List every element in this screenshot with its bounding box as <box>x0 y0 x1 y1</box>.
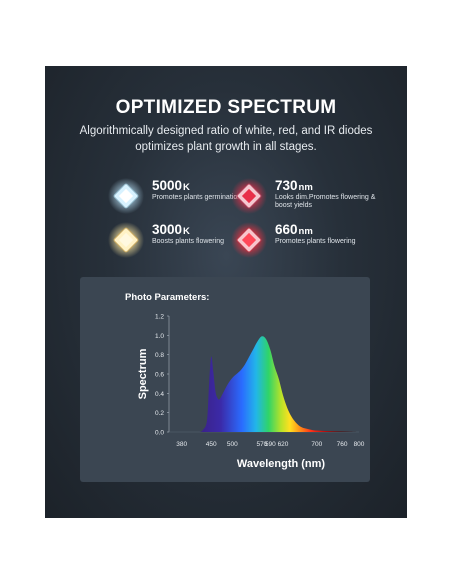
y-tick-label: 0.8 <box>155 352 164 359</box>
feature-desc: Promotes plants germination <box>152 194 242 201</box>
feature-unit: K <box>183 226 190 237</box>
feature-3000k: 3000K Boosts plants flowering <box>108 222 258 262</box>
feature-730nm: 730nm Looks dim.Promotes flowering & boo… <box>231 178 381 218</box>
led-chip-warm-white-icon <box>108 222 144 258</box>
x-tick-label: 700 <box>311 441 322 448</box>
feature-5000k: 5000K Promotes plants germination <box>108 178 258 218</box>
subtitle-line-2: optimizes plant growth in all stages. <box>135 141 317 153</box>
feature-desc: Boosts plants flowering <box>152 238 224 245</box>
chart-card: Photo Parameters: <box>80 277 370 482</box>
subtitle-line-1: Algorithmically designed ratio of white,… <box>79 125 373 137</box>
y-tick-label: 0.2 <box>155 410 164 417</box>
x-axis-label: Wavelength (nm) <box>237 458 326 470</box>
x-tick-label: 590 <box>265 441 276 448</box>
feature-unit: K <box>183 182 190 193</box>
feature-660nm: 660nm Promotes plants flowering <box>231 222 381 262</box>
x-tick-label: 450 <box>206 441 217 448</box>
feature-value: 5000 <box>152 178 183 193</box>
x-tick-label: 800 <box>354 441 365 448</box>
y-tick-label: 1.2 <box>155 314 164 321</box>
feature-unit: nm <box>298 182 313 193</box>
led-chip-red-icon <box>231 222 267 258</box>
y-tick-label: 1.0 <box>155 333 164 340</box>
feature-unit: nm <box>298 226 313 237</box>
chart-title: Photo Parameters: <box>125 292 210 303</box>
feature-value: 660 <box>275 222 298 237</box>
x-tick-label: 760 <box>337 441 348 448</box>
led-chip-infrared-icon <box>231 178 267 214</box>
y-tick-label: 0.0 <box>155 430 164 437</box>
x-tick-label: 620 <box>278 441 289 448</box>
y-axis-label: Spectrum <box>137 348 149 399</box>
y-tick-label: 0.6 <box>155 372 164 379</box>
x-tick-label: 500 <box>227 441 238 448</box>
feature-desc: Looks dim.Promotes flowering & boost yie… <box>275 194 376 209</box>
spectrum-area <box>181 336 359 432</box>
feature-value: 730 <box>275 178 298 193</box>
page-title: OPTIMIZED SPECTRUM <box>115 97 337 118</box>
spectrum-panel: OPTIMIZED SPECTRUM Algorithmically desig… <box>45 66 407 518</box>
feature-desc: Promotes plants flowering <box>275 238 356 245</box>
y-tick-label: 0.4 <box>155 391 164 398</box>
page-subtitle: Algorithmically designed ratio of white,… <box>61 123 391 155</box>
led-chip-cool-white-icon <box>108 178 144 214</box>
x-tick-label: 380 <box>176 441 187 448</box>
feature-value: 3000 <box>152 222 183 237</box>
x-tick-label: 570 <box>256 441 267 448</box>
